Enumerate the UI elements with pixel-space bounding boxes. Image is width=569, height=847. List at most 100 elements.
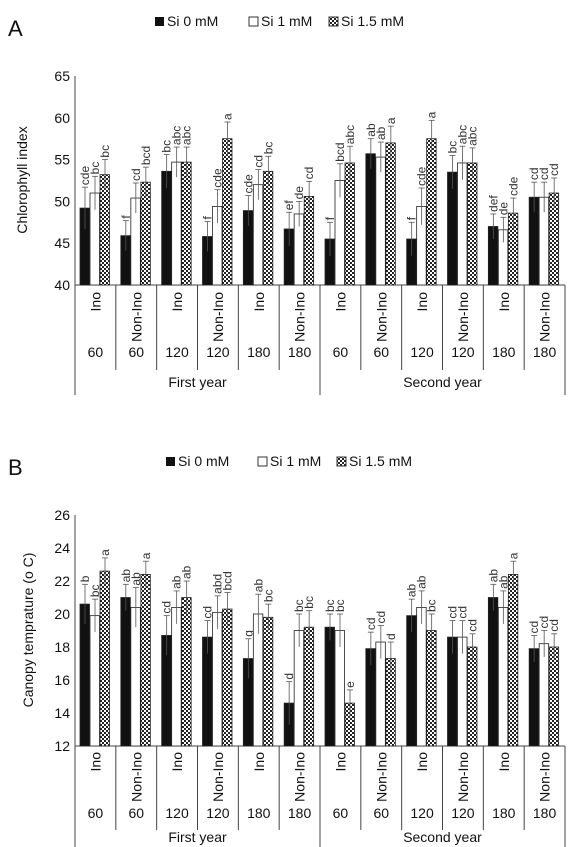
bar-b-s2 xyxy=(426,630,437,747)
category-label: Non-Ino xyxy=(210,292,226,342)
y-tick-label: 26 xyxy=(54,507,70,523)
significance-label: cd xyxy=(374,611,388,624)
significance-label: bc xyxy=(333,599,347,612)
significance-label: cd xyxy=(456,606,470,619)
significance-label: cde xyxy=(415,166,429,186)
dose-label: 120 xyxy=(206,805,230,821)
bar-a-s2 xyxy=(222,138,233,286)
significance-label: abc xyxy=(170,126,184,145)
significance-label: bc xyxy=(88,162,102,175)
significance-label: f xyxy=(119,215,133,219)
panel-b: B Si 0 mM Si 1 mM Si 1.5 mM Canopy tempr… xyxy=(8,453,566,847)
dose-label: 120 xyxy=(410,805,434,821)
category-label: Ino xyxy=(414,752,430,772)
dose-label: 60 xyxy=(373,344,389,360)
significance-label: cd xyxy=(160,601,174,614)
legend-label-si0: Si 0 mM xyxy=(167,13,218,29)
significance-label: cd xyxy=(129,168,143,181)
significance-label: abc xyxy=(466,127,480,146)
significance-label: ab xyxy=(364,123,378,137)
dose-label: 60 xyxy=(373,805,389,821)
bar-b-s1 xyxy=(293,630,305,747)
significance-label: cd xyxy=(466,619,480,632)
group-label: Second year xyxy=(403,374,482,390)
bar-b-s2 xyxy=(140,574,151,747)
dose-label: 60 xyxy=(333,344,349,360)
category-label: Ino xyxy=(332,752,348,772)
significance-label: cd xyxy=(527,621,541,634)
bar-b-s1 xyxy=(538,643,550,747)
dose-label: 120 xyxy=(451,344,475,360)
significance-label: a xyxy=(506,552,520,559)
category-label: Non-Ino xyxy=(373,752,389,802)
legend-swatch-si0-b xyxy=(166,457,175,466)
bar-b-s0 xyxy=(324,626,335,747)
significance-label: e xyxy=(343,681,357,688)
significance-label: bc xyxy=(302,596,316,609)
bar-b-s0 xyxy=(120,597,131,747)
dose-label: 60 xyxy=(333,805,349,821)
category-label: Non-Ino xyxy=(292,752,308,802)
significance-label: cde xyxy=(506,176,520,196)
y-tick-label: 18 xyxy=(54,639,70,655)
significance-label: ab xyxy=(170,575,184,589)
significance-label: def xyxy=(486,195,500,212)
bar-a-s0 xyxy=(365,153,376,286)
group-label: Second year xyxy=(403,829,482,845)
panel-b-y-axis-title: Canopy temprature (o C) xyxy=(20,553,36,708)
category-label: Ino xyxy=(414,292,430,312)
significance-label: f xyxy=(405,216,419,220)
category-label: Non-Ino xyxy=(128,752,144,802)
significance-label: de xyxy=(496,202,510,216)
bar-a-s0 xyxy=(161,170,172,286)
bar-a-s2 xyxy=(426,138,437,286)
dose-label: 180 xyxy=(492,344,516,360)
panel-b-legend: Si 0 mM Si 1 mM Si 1.5 mM xyxy=(166,453,412,469)
legend-label-si0-b: Si 0 mM xyxy=(178,453,229,469)
legend-swatch-si15-b xyxy=(336,456,347,467)
dose-label: 60 xyxy=(88,344,104,360)
bar-b-s2 xyxy=(222,608,233,747)
significance-label: cd xyxy=(201,606,215,619)
significance-label: cde xyxy=(211,168,225,188)
significance-label: a xyxy=(221,113,235,120)
category-label: Ino xyxy=(87,752,103,772)
bar-a-s1 xyxy=(171,161,182,286)
bar-a-s2 xyxy=(262,170,274,286)
group-label: First year xyxy=(168,829,227,845)
y-tick-label: 55 xyxy=(54,152,70,168)
significance-label: cd xyxy=(364,617,378,630)
panel-a: A Si 0 mM Si 1 mM Si 1.5 mM Chlorophyll … xyxy=(8,13,566,395)
significance-label: bc xyxy=(425,599,439,612)
bar-b-s2 xyxy=(548,646,560,747)
panel-a-plot: 404550556065cdefbcfcdeeffabfbcdefcdbccda… xyxy=(54,68,566,395)
dose-label: 120 xyxy=(206,344,230,360)
category-label: Ino xyxy=(496,752,512,772)
dose-label: 60 xyxy=(88,805,104,821)
significance-label: bcd xyxy=(333,142,347,161)
bar-b-s1 xyxy=(416,607,427,747)
category-label: Ino xyxy=(87,292,103,312)
category-label: Non-Ino xyxy=(373,292,389,342)
y-tick-label: 16 xyxy=(54,672,70,688)
bar-a-s2 xyxy=(385,142,396,286)
legend-label-si1-b: Si 1 mM xyxy=(270,453,321,469)
significance-label: ab xyxy=(496,575,510,589)
bar-a-s1 xyxy=(375,156,386,286)
bar-b-s1 xyxy=(171,607,182,747)
category-label: Ino xyxy=(251,292,267,312)
significance-label: a xyxy=(384,117,398,124)
category-label: Non-Ino xyxy=(455,752,471,802)
category-label: Non-Ino xyxy=(128,292,144,342)
significance-label: bcd xyxy=(139,146,153,165)
dose-label: 180 xyxy=(288,344,312,360)
dose-label: 180 xyxy=(288,805,312,821)
dose-label: 120 xyxy=(165,344,189,360)
bar-b-s2 xyxy=(467,646,478,747)
legend-swatch-si1-b xyxy=(257,456,268,467)
significance-label: bcd xyxy=(221,571,235,590)
significance-label: cd xyxy=(537,167,551,180)
category-label: Non-Ino xyxy=(292,292,308,342)
significance-label: a xyxy=(139,552,153,559)
